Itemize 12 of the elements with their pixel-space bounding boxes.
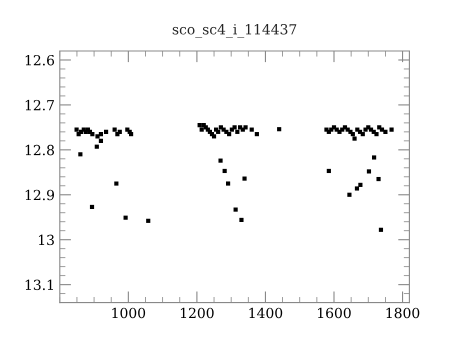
y-tick-label: 13.1 (26, 280, 53, 290)
y-tick-label: 12.8 (26, 144, 54, 156)
x-tick-label: 1600 (318, 308, 351, 318)
y-tick-label: 12.7 (26, 100, 54, 110)
x-tick-label: 1000 (112, 308, 146, 318)
x-tick-label: 1800 (386, 308, 420, 318)
y-tick-label: 13 (38, 234, 54, 246)
x-tick-label: 1400 (249, 308, 282, 318)
y-tick-label: 12.9 (26, 190, 54, 200)
chart-title: sco_sc4_i_114437 (172, 24, 296, 38)
y-tick-label: 12.6 (26, 54, 54, 66)
x-tick-label: 1200 (180, 308, 214, 318)
